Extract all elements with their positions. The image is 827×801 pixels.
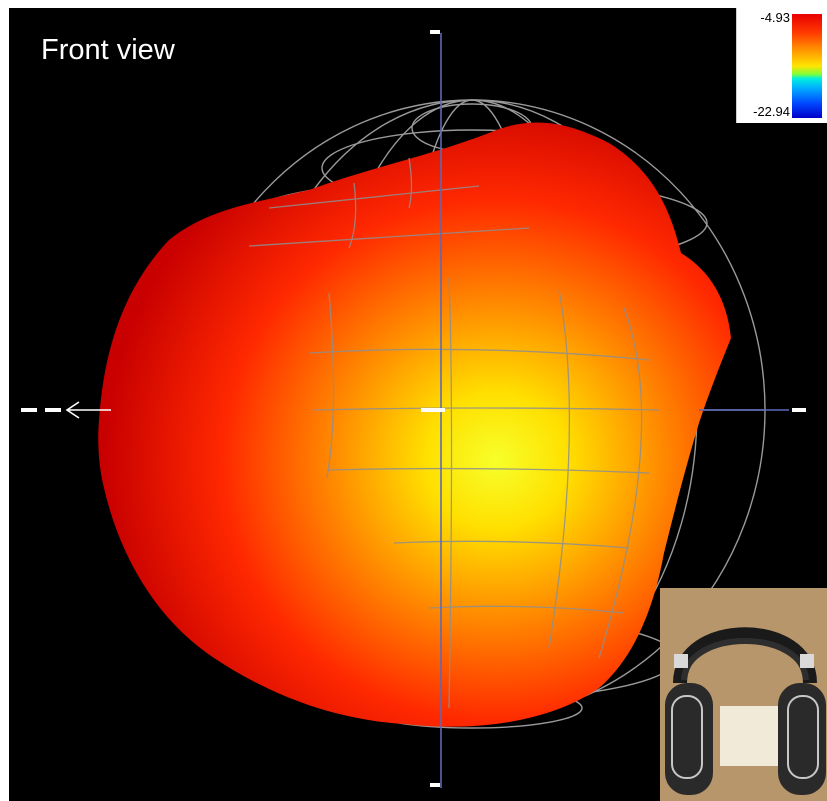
axis-ticks bbox=[21, 30, 806, 787]
color-legend: -4.93 -22.94 bbox=[736, 8, 827, 123]
headphones-icon bbox=[660, 588, 827, 801]
headphones-photo bbox=[660, 588, 827, 801]
pattern-surface bbox=[98, 122, 732, 727]
left-arrow-icon bbox=[65, 401, 111, 419]
view-title: Front view bbox=[41, 34, 175, 66]
legend-color-bar bbox=[792, 14, 822, 118]
legend-max-label: -4.93 bbox=[760, 10, 790, 25]
radiation-pattern-viewport[interactable]: Front view bbox=[9, 8, 827, 801]
front-grid bbox=[248, 157, 660, 709]
legend-min-label: -22.94 bbox=[753, 104, 790, 119]
radiation-pattern-scene bbox=[21, 30, 806, 788]
